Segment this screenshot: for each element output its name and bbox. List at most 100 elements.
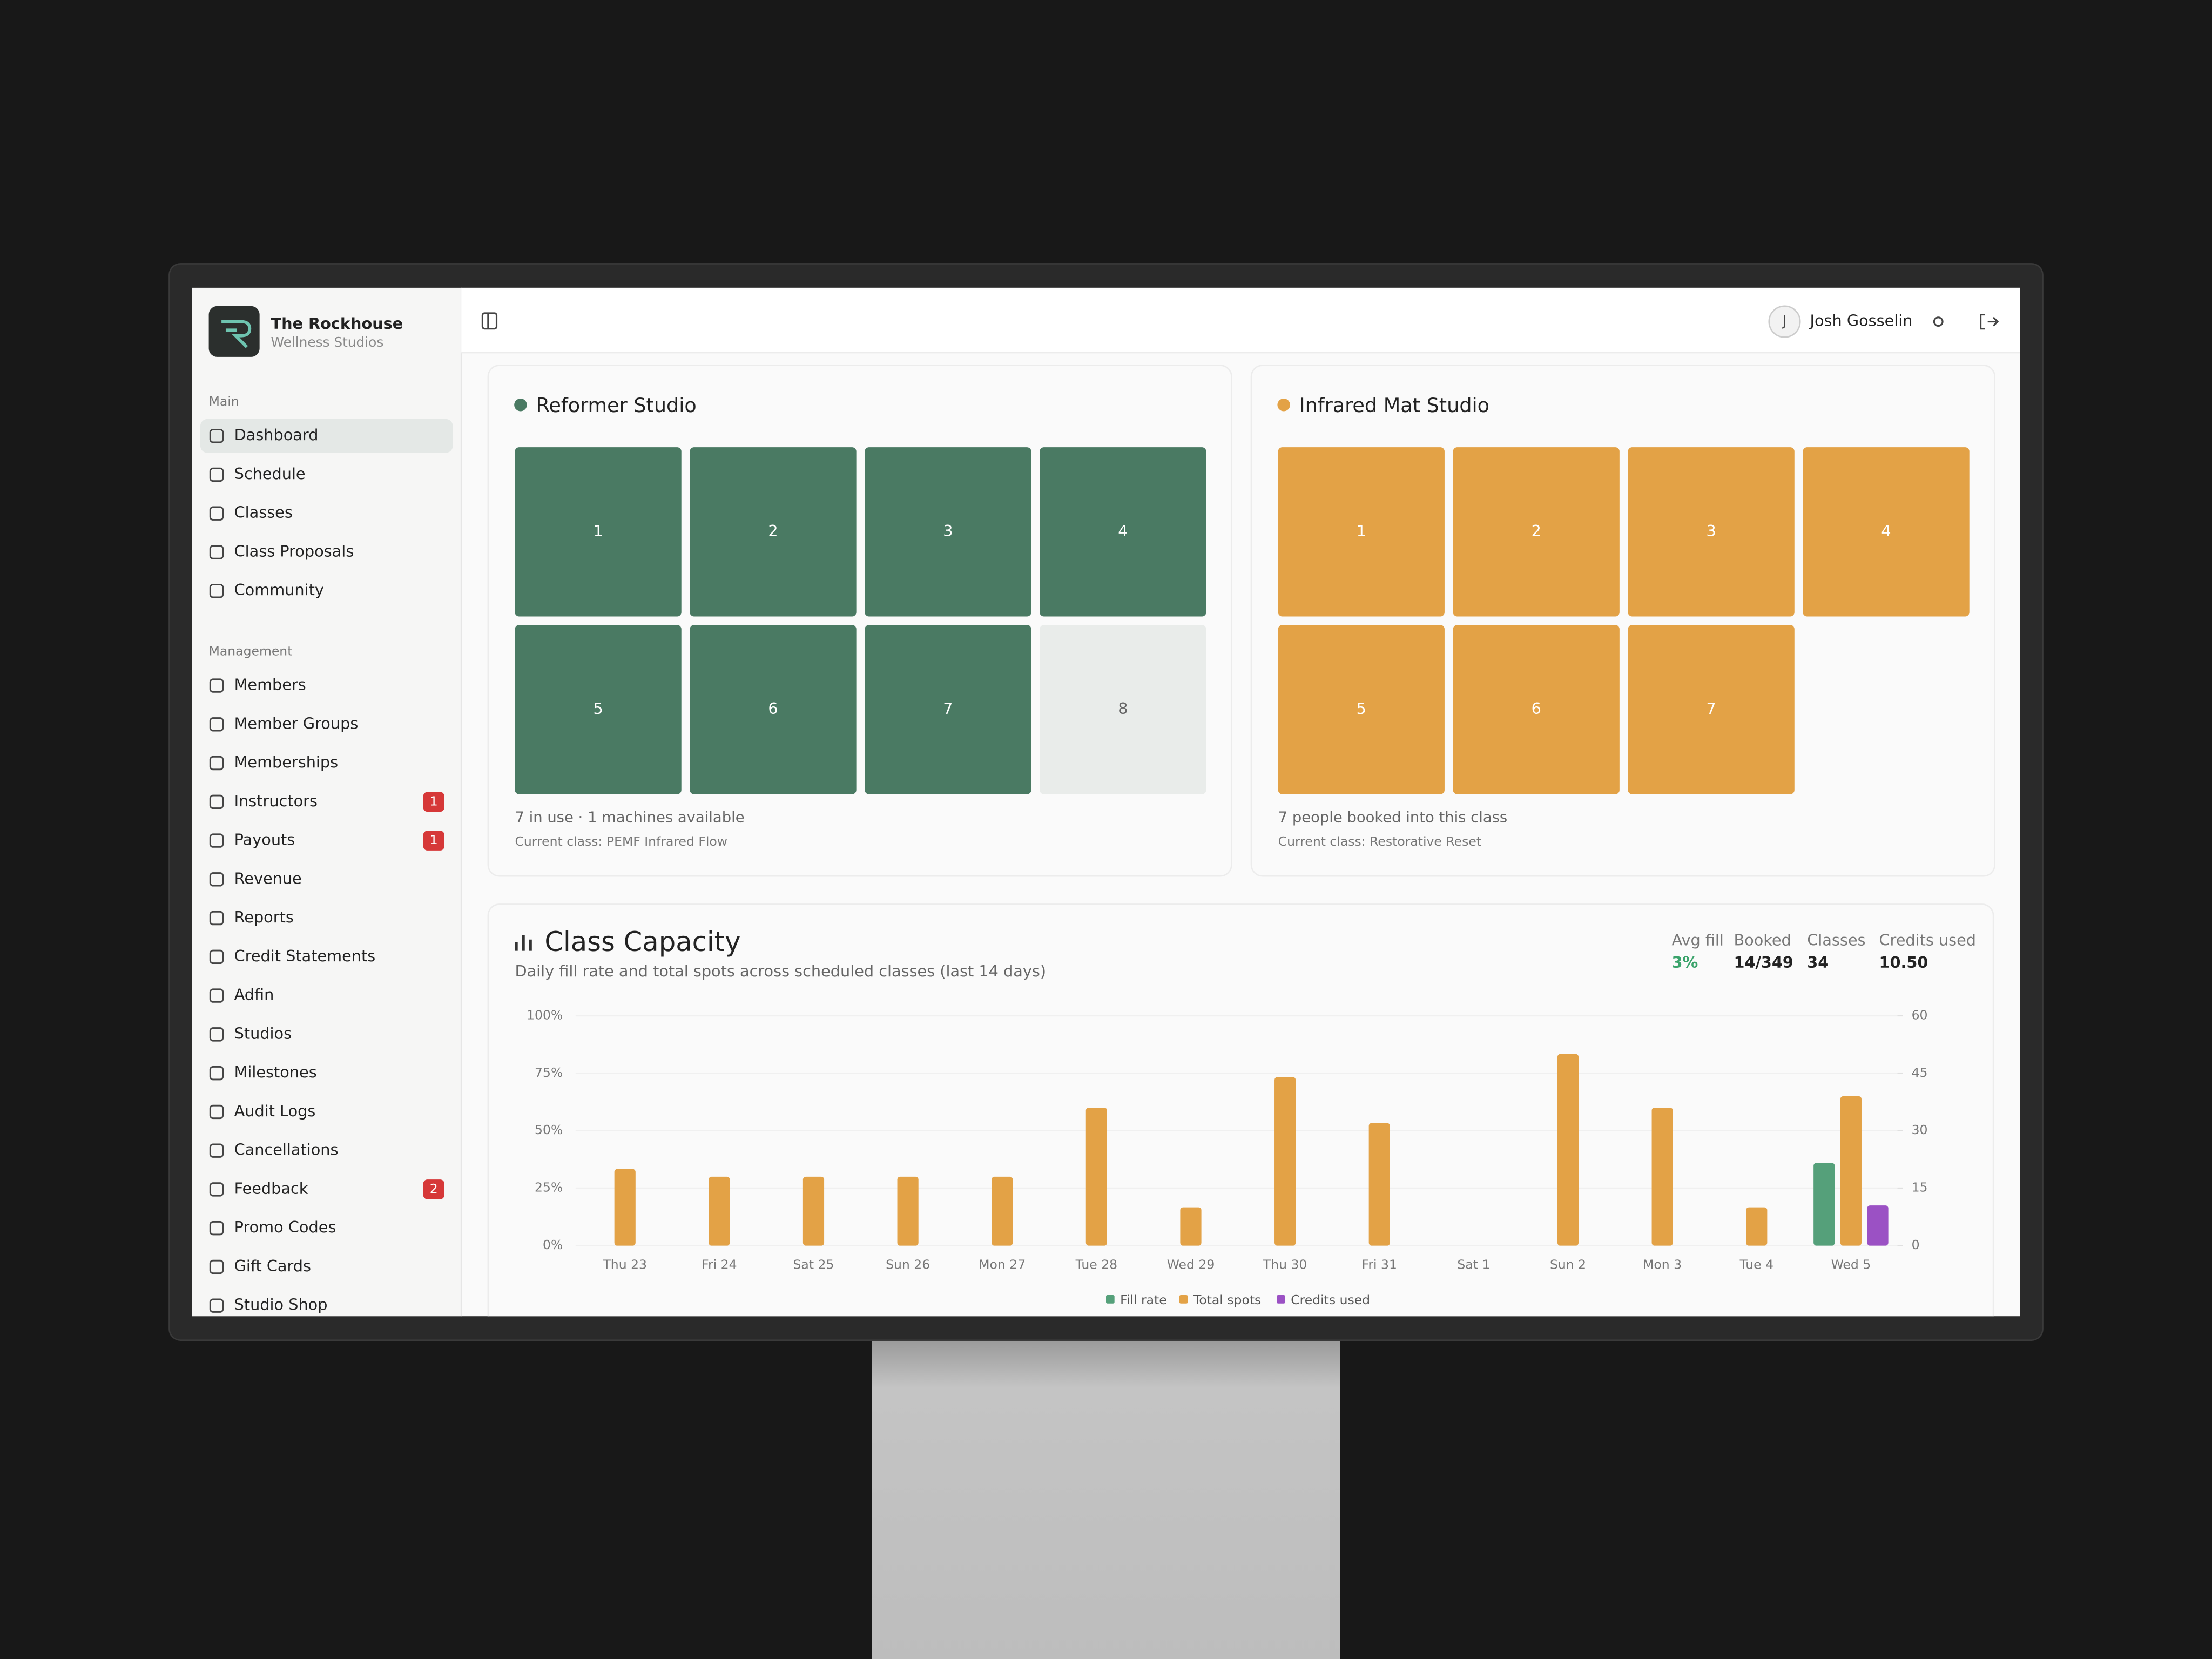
stat-label: Avg fill <box>1672 930 1724 949</box>
x-tick-label: Tue 4 <box>1739 1257 1773 1272</box>
bar <box>897 1176 919 1246</box>
nav-icon <box>209 467 224 482</box>
nav-item[interactable]: Studio Shop <box>234 1296 328 1314</box>
nav-badge-count: 1 <box>430 793 438 808</box>
nav-item[interactable]: Schedule <box>234 464 306 483</box>
chart-icon <box>515 942 518 951</box>
nav-item[interactable]: Member Groups <box>234 714 359 732</box>
y-tick-label: 75% <box>535 1065 563 1080</box>
nav-icon <box>209 717 224 732</box>
x-tick-label: Mon 3 <box>1643 1257 1682 1272</box>
nav-icon <box>209 872 224 887</box>
nav-icon <box>209 1104 224 1120</box>
nav-item[interactable]: Studios <box>234 1024 292 1042</box>
nav-item[interactable]: Classes <box>234 503 293 522</box>
tile-number: 6 <box>1532 699 1541 718</box>
nav-active-bg <box>200 419 453 453</box>
section-label: Main <box>209 394 239 409</box>
studio-tile[interactable] <box>1040 625 1206 794</box>
nav-item[interactable]: Members <box>234 676 306 694</box>
y-tick-label: 25% <box>535 1180 563 1195</box>
logout-button[interactable] <box>1980 313 1999 330</box>
studio-tile[interactable] <box>1453 625 1620 794</box>
nav-item[interactable]: Payouts <box>234 831 295 849</box>
nav-item[interactable]: Gift Cards <box>234 1257 311 1275</box>
legend-label: Credits used <box>1291 1292 1370 1307</box>
chart-subtitle: Daily fill rate and total spots across s… <box>515 962 1046 980</box>
nav-item[interactable]: Revenue <box>234 869 302 887</box>
studio-tile[interactable] <box>1628 625 1795 794</box>
tile-number: 3 <box>1707 522 1716 540</box>
y-tick-label: 0% <box>543 1237 563 1252</box>
studio-tile[interactable] <box>1278 447 1445 617</box>
nav-item[interactable]: Audit Logs <box>234 1102 316 1120</box>
x-tick-label: Thu 30 <box>1263 1257 1307 1272</box>
nav-icon <box>209 506 224 521</box>
studio-dot <box>1277 398 1290 412</box>
tile-number: 7 <box>1707 699 1716 718</box>
studio-card <box>487 365 1232 877</box>
x-tick-label: Sat 1 <box>1457 1257 1490 1272</box>
studio-tile[interactable] <box>865 625 1031 794</box>
bar <box>1746 1207 1768 1246</box>
section-label: Management <box>209 643 293 658</box>
bar <box>1651 1108 1673 1246</box>
sidebar-toggle[interactable] <box>481 312 498 330</box>
studio-tile[interactable] <box>690 625 857 794</box>
nav-item[interactable]: Credit Statements <box>234 947 376 965</box>
nav-icon <box>209 833 224 848</box>
nav-item[interactable]: Reports <box>234 908 294 926</box>
nav-item[interactable]: Adfin <box>234 986 274 1004</box>
bar <box>802 1176 825 1246</box>
y2-tick-label: 0 <box>1912 1237 1920 1252</box>
x-tick-label: Fri 31 <box>1362 1257 1397 1272</box>
stat-value: 10.50 <box>1879 953 1928 972</box>
studio-tile[interactable] <box>865 447 1031 617</box>
x-tick-label: Sun 2 <box>1550 1257 1586 1272</box>
brand-name: The Rockhouse <box>271 314 403 333</box>
studio-tile[interactable] <box>515 447 682 617</box>
tile-number: 2 <box>768 522 778 540</box>
theme-toggle[interactable] <box>1933 316 1944 327</box>
tile-number: 4 <box>1118 522 1128 540</box>
nav-badge <box>423 792 444 812</box>
studio-tile[interactable] <box>515 625 682 794</box>
studio-name: Infrared Mat Studio <box>1299 394 1489 417</box>
nav-badge <box>423 831 444 851</box>
studio-current-class: Current class: Restorative Reset <box>1278 834 1481 849</box>
nav-item[interactable]: Dashboard <box>234 426 319 444</box>
bar <box>1368 1123 1390 1246</box>
monitor-stand <box>872 1340 1340 1659</box>
nav-badge-count: 1 <box>430 832 438 847</box>
user-name[interactable]: Josh Gosselin <box>1809 312 1913 330</box>
nav-icon <box>209 1259 224 1274</box>
stat-value: 34 <box>1807 953 1829 972</box>
studio-tile[interactable] <box>1628 447 1795 617</box>
studio-tile[interactable] <box>690 447 857 617</box>
studio-tile[interactable] <box>1453 447 1620 617</box>
x-tick-label: Mon 27 <box>979 1257 1026 1272</box>
legend-label: Fill rate <box>1120 1292 1167 1307</box>
y-tick-label: 100% <box>527 1007 563 1022</box>
avatar[interactable] <box>1768 305 1801 338</box>
studio-tile[interactable] <box>1278 625 1445 794</box>
nav-item[interactable]: Instructors <box>234 792 318 810</box>
logo-mark <box>221 320 252 348</box>
nav-item[interactable]: Memberships <box>234 753 338 771</box>
nav-item[interactable]: Community <box>234 581 324 599</box>
nav-item[interactable]: Promo Codes <box>234 1218 336 1236</box>
tile-number: 7 <box>943 699 953 718</box>
studio-tile[interactable] <box>1040 447 1206 617</box>
nav-item[interactable]: Class Proposals <box>234 542 354 560</box>
tile-number: 5 <box>1357 699 1366 718</box>
nav-item[interactable]: Milestones <box>234 1063 317 1081</box>
bar <box>1840 1096 1862 1246</box>
nav-item[interactable]: Cancellations <box>234 1141 339 1159</box>
stat-label: Credits used <box>1879 930 1977 949</box>
brand-tagline: Wellness Studios <box>271 334 384 350</box>
studio-current-class: Current class: PEMF Infrared Flow <box>515 834 727 849</box>
tile-number: 2 <box>1532 522 1541 540</box>
nav-item[interactable]: Feedback <box>234 1179 308 1197</box>
studio-tile[interactable] <box>1803 447 1970 617</box>
nav-icon <box>209 794 224 810</box>
